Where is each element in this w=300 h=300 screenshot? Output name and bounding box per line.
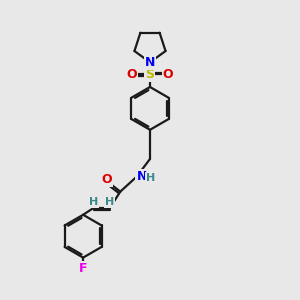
Text: O: O [101,173,112,186]
Text: N: N [145,56,155,69]
Text: H: H [105,197,115,207]
Text: O: O [163,68,173,81]
Text: H: H [146,173,155,183]
Text: H: H [89,197,98,207]
Text: O: O [127,68,137,81]
Text: S: S [146,68,154,81]
Text: F: F [79,262,87,275]
Text: N: N [136,170,147,183]
